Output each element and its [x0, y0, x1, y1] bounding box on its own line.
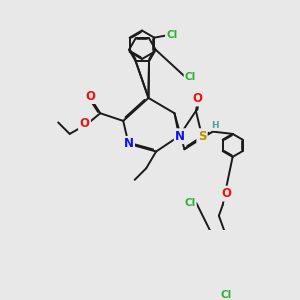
Text: O: O — [193, 92, 203, 105]
Text: N: N — [124, 137, 134, 150]
Text: Cl: Cl — [184, 198, 195, 208]
Text: S: S — [198, 130, 206, 143]
Text: O: O — [221, 187, 231, 200]
Text: Cl: Cl — [185, 71, 196, 82]
Text: Cl: Cl — [221, 290, 232, 300]
Text: Cl: Cl — [166, 30, 178, 40]
Text: O: O — [80, 118, 89, 130]
Text: O: O — [85, 90, 95, 103]
Text: H: H — [211, 121, 218, 130]
Text: N: N — [175, 130, 185, 143]
